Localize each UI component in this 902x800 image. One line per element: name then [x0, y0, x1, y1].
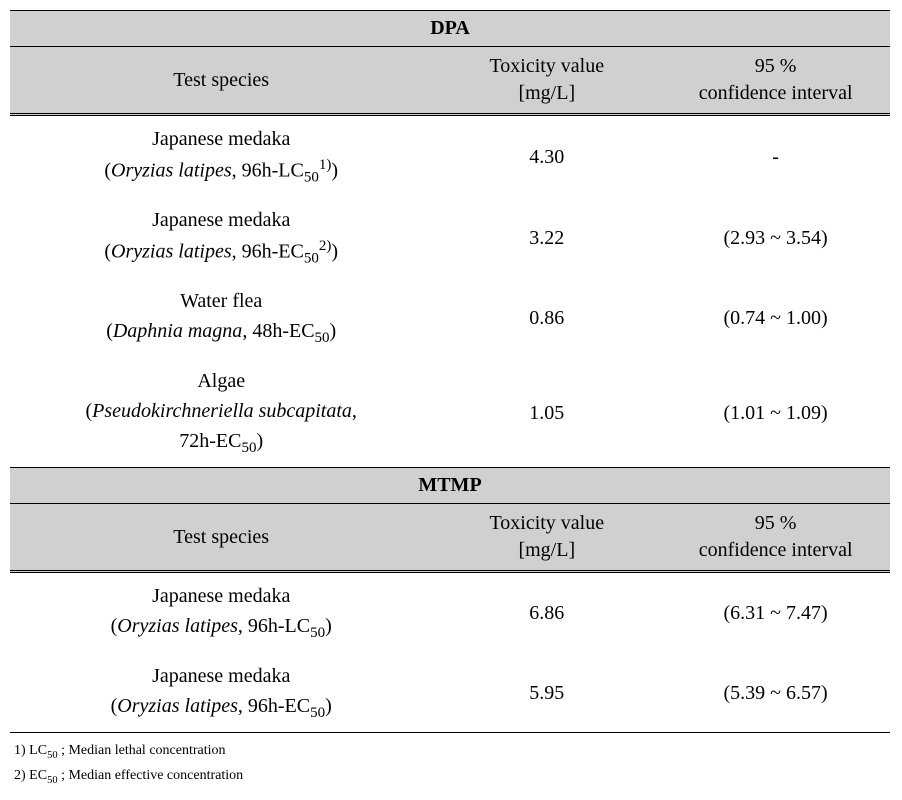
species-detail: (Oryzias latipes, 96h-LC501)): [14, 154, 428, 189]
section-title: DPA: [10, 11, 890, 47]
species-detail: (Oryzias latipes, 96h-EC502)): [14, 235, 428, 270]
species-detail: (Daphnia magna, 48h-EC50): [14, 316, 428, 350]
species-detail: (Oryzias latipes, 96h-EC50): [14, 691, 428, 725]
scientific-name: Oryzias latipes: [111, 241, 232, 263]
species-common-name: Algae: [14, 366, 428, 396]
confidence-interval: (1.01 ~ 1.09): [661, 358, 890, 468]
toxicity-value: 1.05: [432, 358, 661, 468]
table-row: Japanese medaka(Oryzias latipes, 96h-EC5…: [10, 653, 890, 733]
footnote-subscript: 50: [47, 750, 58, 761]
endpoint-superscript: 2): [319, 238, 332, 254]
toxicity-value: 0.86: [432, 278, 661, 358]
species-cell: Japanese medaka(Oryzias latipes, 96h-LC5…: [10, 572, 432, 653]
species-cell: Japanese medaka(Oryzias latipes, 96h-EC5…: [10, 653, 432, 733]
table-row: Japanese medaka(Oryzias latipes, 96h-LC5…: [10, 115, 890, 198]
species-common-name: Water flea: [14, 286, 428, 316]
footnotes: 1) LC50 ; Median lethal concentration 2) …: [10, 733, 890, 788]
scientific-name: Oryzias latipes: [117, 695, 238, 717]
section-title: MTMP: [10, 468, 890, 504]
confidence-interval: (0.74 ~ 1.00): [661, 278, 890, 358]
toxicity-value: 5.95: [432, 653, 661, 733]
table-row: Japanese medaka(Oryzias latipes, 96h-EC5…: [10, 197, 890, 278]
column-header: Test species: [10, 47, 432, 115]
species-cell: Algae(Pseudokirchneriella subcapitata, 7…: [10, 358, 432, 468]
endpoint-subscript: 50: [310, 705, 325, 721]
endpoint-subscript: 50: [241, 440, 256, 456]
species-detail: (Pseudokirchneriella subcapitata, 72h-EC…: [14, 396, 428, 460]
scientific-name: Oryzias latipes: [111, 160, 232, 182]
species-common-name: Japanese medaka: [14, 581, 428, 611]
toxicity-value: 4.30: [432, 115, 661, 198]
column-header-row: Test speciesToxicity value[mg/L]95 %conf…: [10, 504, 890, 572]
species-detail: (Oryzias latipes, 96h-LC50): [14, 611, 428, 645]
confidence-interval: (5.39 ~ 6.57): [661, 653, 890, 733]
species-common-name: Japanese medaka: [14, 661, 428, 691]
section-title-row: DPA: [10, 11, 890, 47]
endpoint-subscript: 50: [310, 625, 325, 641]
table-row: Water flea(Daphnia magna, 48h-EC50)0.86(…: [10, 278, 890, 358]
column-header-row: Test speciesToxicity value[mg/L]95 %conf…: [10, 47, 890, 115]
column-header: 95 %confidence interval: [661, 47, 890, 115]
table-row: Algae(Pseudokirchneriella subcapitata, 7…: [10, 358, 890, 468]
table-row: Japanese medaka(Oryzias latipes, 96h-LC5…: [10, 572, 890, 653]
toxicity-table: DPATest speciesToxicity value[mg/L]95 %c…: [10, 10, 890, 733]
scientific-name: Pseudokirchneriella subcapitata: [92, 400, 352, 422]
species-common-name: Japanese medaka: [14, 124, 428, 154]
scientific-name: Daphnia magna: [113, 320, 242, 342]
confidence-interval: (2.93 ~ 3.54): [661, 197, 890, 278]
endpoint-subscript: 50: [304, 170, 319, 186]
column-header: Toxicity value[mg/L]: [432, 47, 661, 115]
endpoint-superscript: 1): [319, 157, 332, 173]
column-header: Test species: [10, 504, 432, 572]
toxicity-value: 6.86: [432, 572, 661, 653]
species-cell: Water flea(Daphnia magna, 48h-EC50): [10, 278, 432, 358]
column-header: 95 %confidence interval: [661, 504, 890, 572]
footnote-subscript: 50: [47, 775, 58, 786]
confidence-interval: (6.31 ~ 7.47): [661, 572, 890, 653]
scientific-name: Oryzias latipes: [117, 615, 238, 637]
section-title-row: MTMP: [10, 468, 890, 504]
endpoint-subscript: 50: [304, 251, 319, 267]
column-header: Toxicity value[mg/L]: [432, 504, 661, 572]
toxicity-table-wrapper: DPATest speciesToxicity value[mg/L]95 %c…: [10, 10, 890, 788]
footnote: 2) EC50 ; Median effective concentration: [14, 766, 886, 788]
endpoint-subscript: 50: [315, 330, 330, 346]
footnote: 1) LC50 ; Median lethal concentration: [14, 741, 886, 763]
confidence-interval: -: [661, 115, 890, 198]
species-cell: Japanese medaka(Oryzias latipes, 96h-LC5…: [10, 115, 432, 198]
species-cell: Japanese medaka(Oryzias latipes, 96h-EC5…: [10, 197, 432, 278]
species-common-name: Japanese medaka: [14, 205, 428, 235]
toxicity-value: 3.22: [432, 197, 661, 278]
